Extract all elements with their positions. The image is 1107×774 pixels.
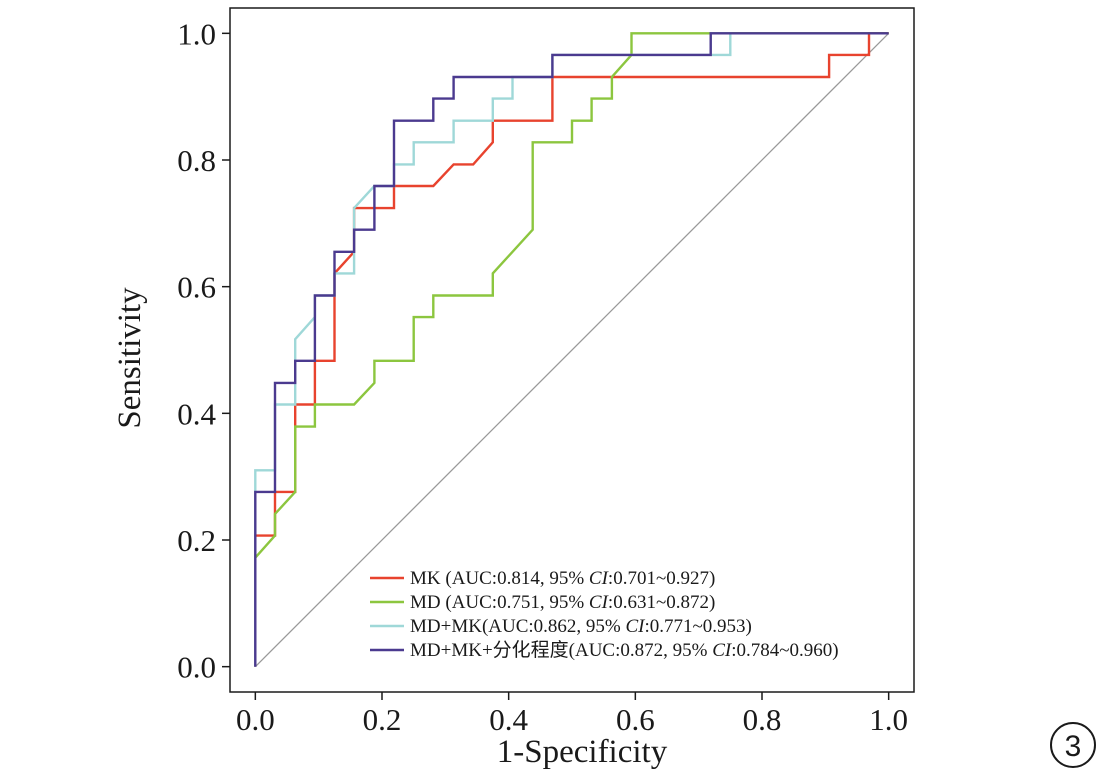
x-axis: 0.0 0.2 0.4 0.6 0.8 1.0: [236, 692, 908, 737]
legend-entry-0: MK (AUC:0.814, 95% CI:0.701~0.927): [410, 568, 715, 589]
x-tick-label: 0.0: [236, 702, 275, 737]
panel-badge: 3: [1050, 722, 1096, 768]
panel-label: 3: [1065, 730, 1082, 763]
legend-entry-2: MD+MK(AUC:0.862, 95% CI:0.771~0.953): [410, 616, 752, 637]
legend-entry-3: MD+MK+分化程度(AUC:0.872, 95% CI:0.784~0.960…: [410, 639, 839, 661]
legend-entry-1: MD (AUC:0.751, 95% CI:0.631~0.872): [410, 592, 715, 613]
y-axis: 0.0 0.2 0.4 0.6 0.8 1.0: [177, 16, 230, 685]
series-line-1: [254, 32, 889, 559]
y-tick-label: 0.0: [177, 650, 216, 685]
plot-frame: [229, 7, 915, 693]
y-tick-label: 0.2: [177, 523, 216, 558]
y-tick-label: 0.8: [177, 143, 216, 178]
series-line-3: [254, 32, 889, 667]
x-tick-label: 0.4: [489, 702, 528, 737]
y-axis-title: Sensitivity: [112, 287, 148, 429]
x-tick-label: 0.8: [743, 702, 782, 737]
panel-badge-circle: [1050, 722, 1096, 768]
series-layer: [254, 32, 889, 667]
reference-diagonal: [254, 32, 890, 668]
y-tick-label: 0.4: [177, 396, 216, 431]
y-tick-label: 0.6: [177, 270, 216, 305]
x-tick-label: 0.6: [616, 702, 655, 737]
x-tick-label: 0.2: [363, 702, 402, 737]
y-tick-label: 1.0: [177, 16, 216, 51]
legend: MK (AUC:0.814, 95% CI:0.701~0.927) MD (AU…: [370, 568, 839, 661]
x-axis-title: 1-Specificity: [497, 734, 668, 770]
reference-layer: [254, 32, 890, 668]
x-tick-label: 1.0: [869, 702, 908, 737]
